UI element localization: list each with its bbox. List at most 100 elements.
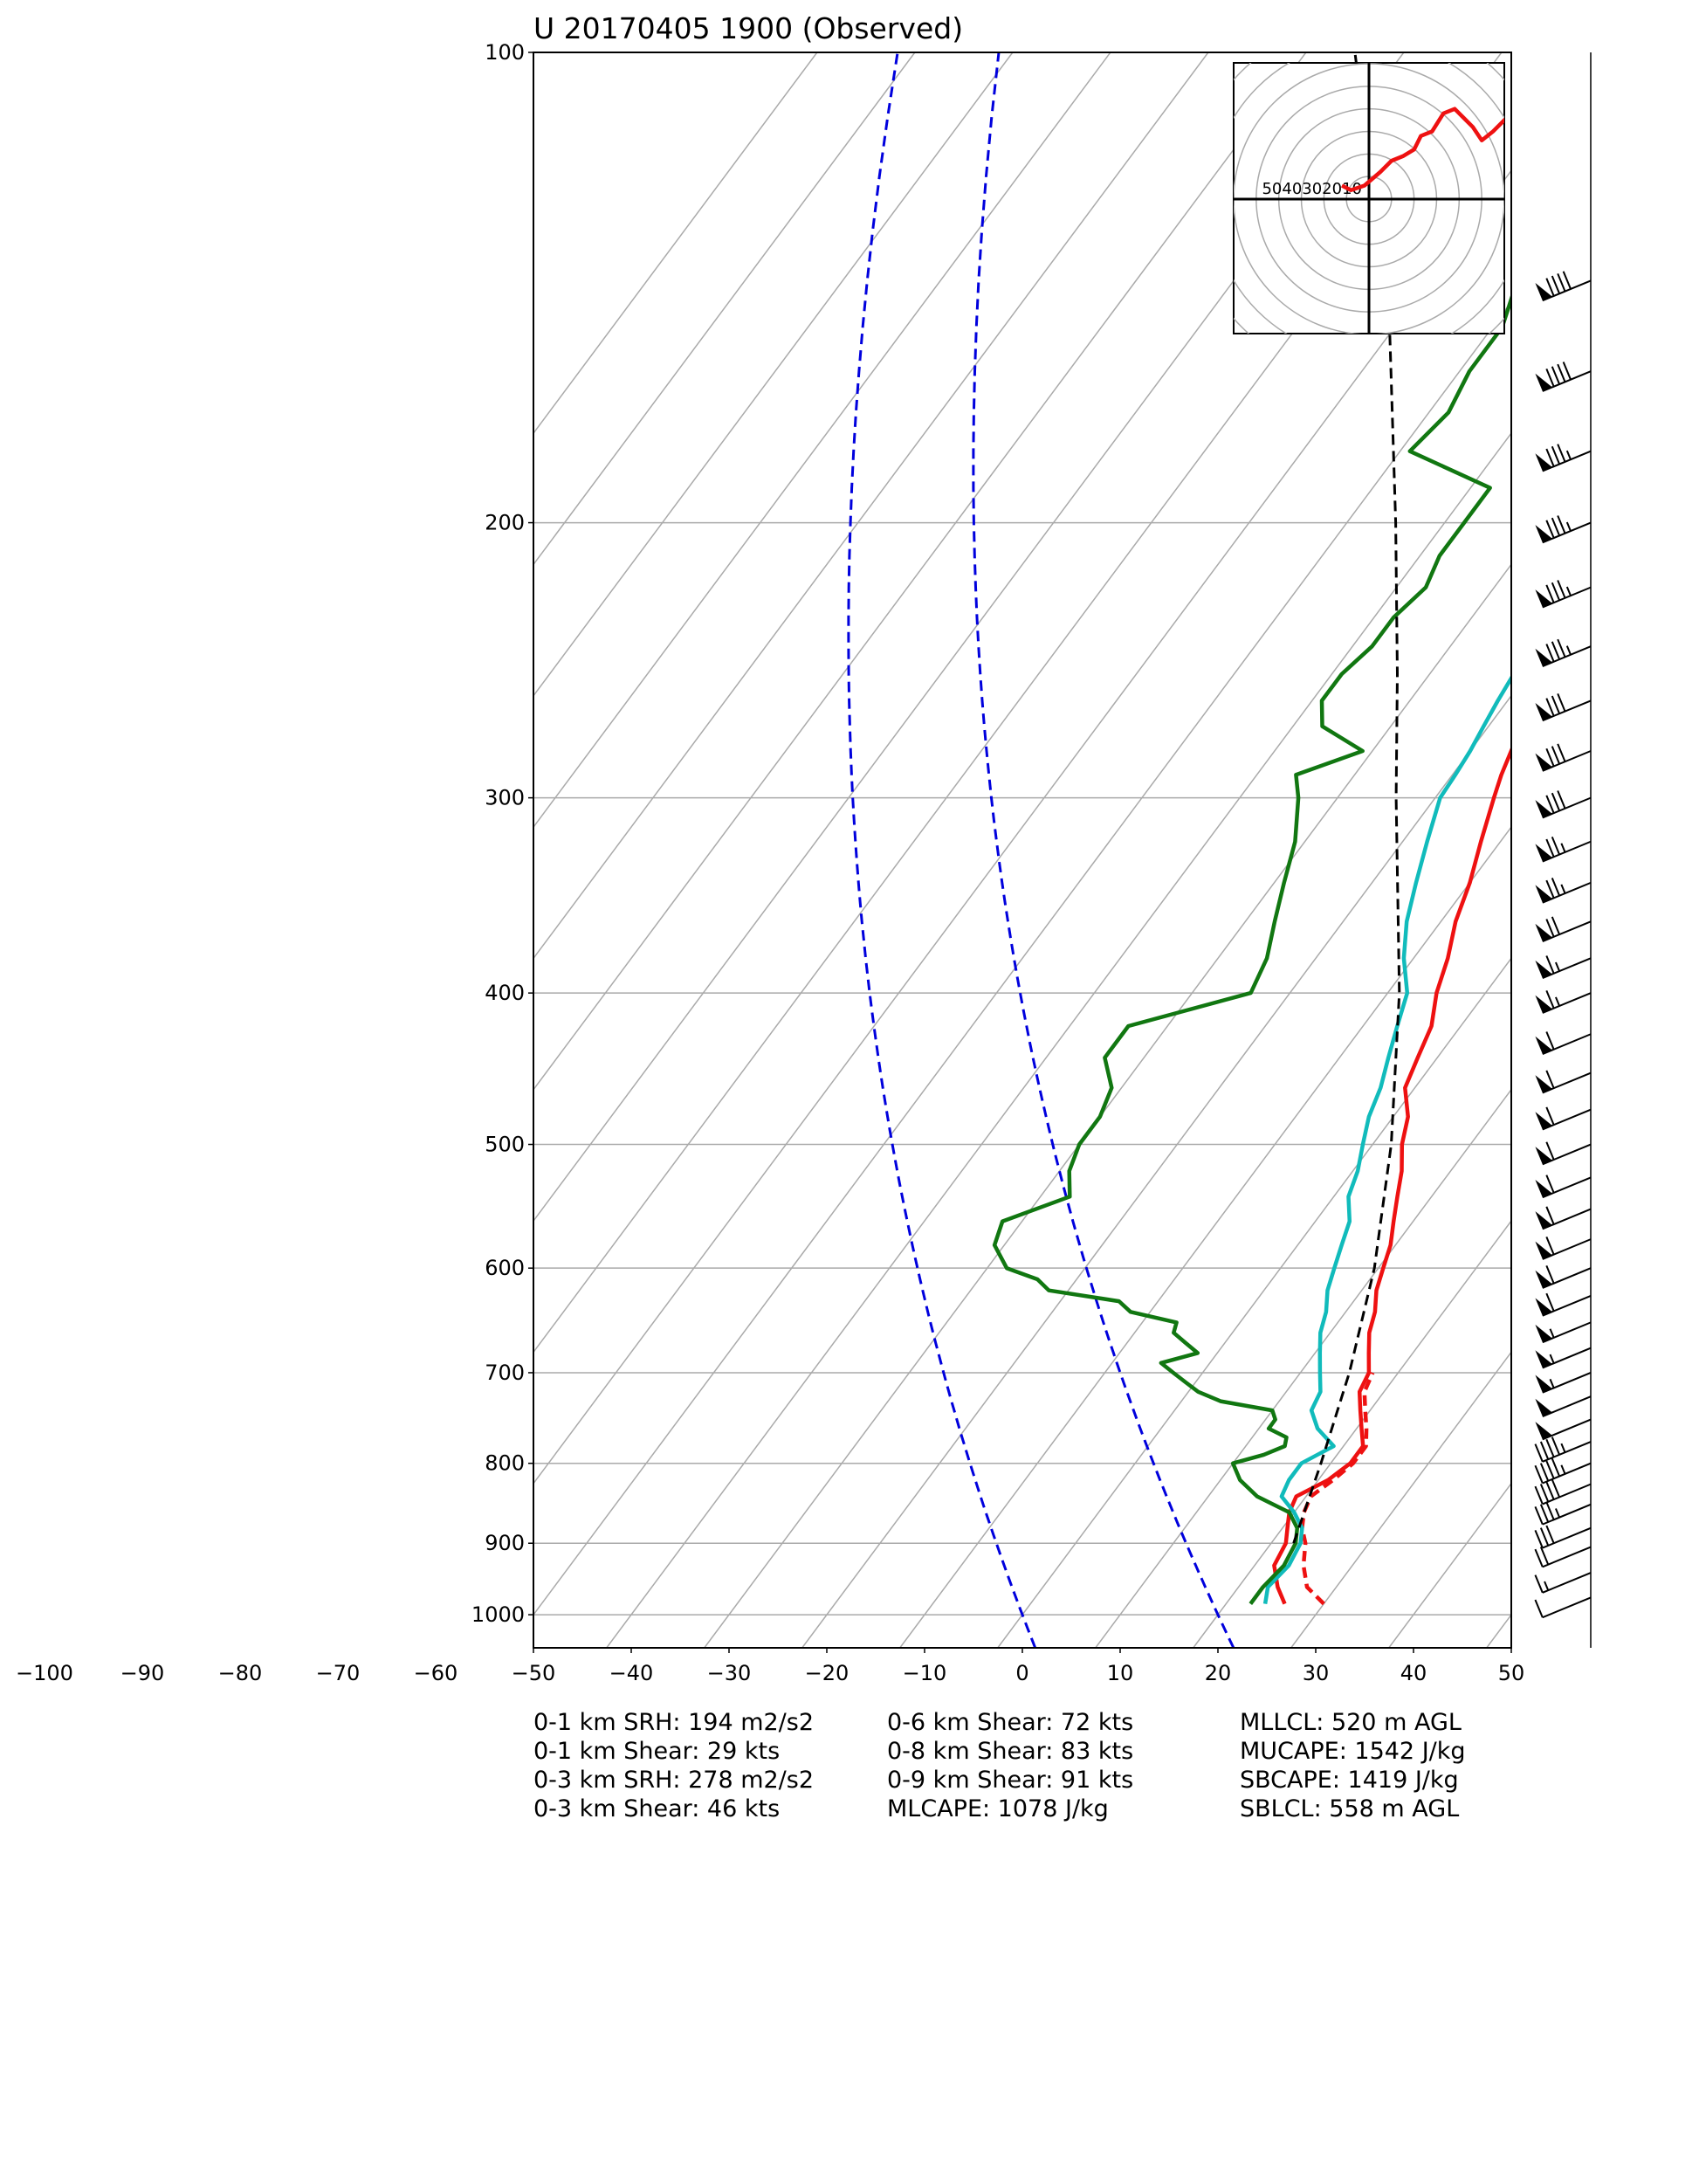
stat-line: SBLCL: 558 m AGL — [1240, 1795, 1459, 1822]
wind-barb — [1535, 916, 1592, 942]
barb-staff — [1542, 1483, 1592, 1505]
barb-full — [1551, 517, 1561, 536]
barb-staff — [1542, 1071, 1592, 1094]
barb-full — [1534, 1505, 1544, 1525]
wind-barb — [1535, 1418, 1592, 1441]
barb-half — [1565, 586, 1572, 596]
wind-barb — [1534, 1501, 1592, 1526]
hodograph-inset: 5040302010 — [1233, 1, 1561, 334]
barb-half — [1560, 1464, 1566, 1475]
wind-barb — [1535, 1292, 1592, 1317]
barb-full — [1545, 919, 1555, 938]
isotherm-line — [704, 563, 1511, 1648]
barb-staff — [1542, 1208, 1592, 1230]
barb-full — [1545, 698, 1555, 717]
barb-full — [1545, 520, 1555, 539]
wind-barb — [1535, 1106, 1592, 1131]
stat-line: 0-1 km Shear: 29 kts — [533, 1738, 780, 1765]
barb-staff — [1542, 1176, 1592, 1199]
wind-barb — [1535, 1321, 1592, 1344]
barb-full — [1534, 1574, 1544, 1594]
barb-full — [1551, 445, 1561, 465]
barb-staff — [1542, 370, 1592, 392]
wind-barb — [1534, 1525, 1592, 1549]
barb-full — [1534, 1485, 1544, 1505]
hodograph-trace — [1554, 1, 1558, 24]
barb-full — [1557, 580, 1566, 599]
barb-staff — [1542, 1238, 1592, 1260]
x-tick-label: −90 — [120, 1661, 165, 1685]
barb-full — [1545, 795, 1555, 814]
barb-full — [1545, 1031, 1555, 1051]
barb-full — [1545, 1501, 1555, 1520]
wind-barb — [1534, 1596, 1592, 1619]
barb-full — [1545, 1070, 1555, 1089]
sounding-traces — [847, 52, 1511, 1648]
hodograph-trace — [1531, 24, 1561, 105]
barb-flag — [1535, 282, 1552, 301]
barb-full — [1539, 1484, 1550, 1503]
barb-flag — [1535, 1350, 1552, 1368]
barb-staff — [1542, 279, 1592, 302]
barb-flag — [1535, 1374, 1552, 1393]
isotherm-line — [533, 52, 1209, 960]
x-tick-label: −70 — [316, 1661, 361, 1685]
isotherm-line — [1095, 1088, 1511, 1648]
barb-staff — [1542, 1033, 1592, 1055]
barb-flag — [1535, 960, 1552, 979]
barb-staff — [1542, 1572, 1592, 1594]
barb-staff — [1542, 750, 1592, 772]
wind-barb — [1535, 989, 1592, 1014]
barb-full — [1545, 1481, 1555, 1500]
barb-full — [1557, 790, 1566, 810]
barb-flag — [1535, 1075, 1552, 1093]
barb-flag — [1535, 1179, 1552, 1198]
x-tick-label: −60 — [414, 1661, 458, 1685]
stat-line: 0-3 km Shear: 46 kts — [533, 1795, 780, 1822]
barb-flag — [1535, 1211, 1552, 1230]
barb-full — [1545, 838, 1555, 858]
barb-full — [1545, 1460, 1555, 1479]
isotherm-line — [533, 52, 916, 566]
stat-line: 0-6 km Shear: 72 kts — [887, 1709, 1133, 1736]
barb-staff — [1542, 1418, 1592, 1441]
wind-barb — [1535, 1206, 1592, 1230]
chart-title: U 20170405 1900 (Observed) — [533, 11, 963, 45]
wind-barb — [1535, 1236, 1592, 1260]
hodograph-ring-labels: 5040302010 — [1262, 180, 1362, 198]
barb-full — [1551, 641, 1561, 660]
hodograph-body: 5040302010 — [1234, 1, 1561, 334]
x-tick-label: 40 — [1400, 1661, 1427, 1685]
barb-full — [1534, 1443, 1544, 1463]
x-tick-label: 0 — [1015, 1661, 1028, 1685]
wind-barb — [1535, 362, 1592, 392]
barb-flag — [1535, 1241, 1552, 1259]
y-tick-label: 900 — [485, 1531, 525, 1555]
barb-full — [1545, 955, 1555, 975]
wind-barb — [1534, 1546, 1592, 1568]
barb-full — [1551, 695, 1561, 714]
barb-flag — [1535, 1298, 1552, 1316]
isotherm-line — [533, 52, 1307, 1092]
stat-line: MUCAPE: 1542 J/kg — [1240, 1738, 1466, 1765]
barb-flag — [1535, 995, 1552, 1013]
barb-flag — [1535, 702, 1552, 721]
y-tick-label: 800 — [485, 1451, 525, 1476]
wind-barb — [1535, 878, 1592, 904]
wind-barb — [1535, 955, 1592, 980]
barb-staff — [1542, 1347, 1592, 1369]
barb-flag — [1535, 844, 1552, 862]
sounding-stats: 0-1 km SRH: 194 m2/s20-1 km Shear: 29 kt… — [533, 1709, 1466, 1822]
wind-barb — [1535, 790, 1592, 819]
barb-staff — [1542, 699, 1592, 722]
dry-adiabat — [847, 52, 1037, 1648]
wind-barb — [1535, 1031, 1592, 1055]
stat-line: 0-8 km Shear: 83 kts — [887, 1738, 1133, 1765]
barb-full — [1557, 638, 1566, 658]
wind-barb — [1535, 743, 1592, 772]
barb-half — [1555, 1508, 1561, 1519]
barb-flag — [1535, 1324, 1552, 1343]
wind-barb — [1534, 1572, 1592, 1594]
